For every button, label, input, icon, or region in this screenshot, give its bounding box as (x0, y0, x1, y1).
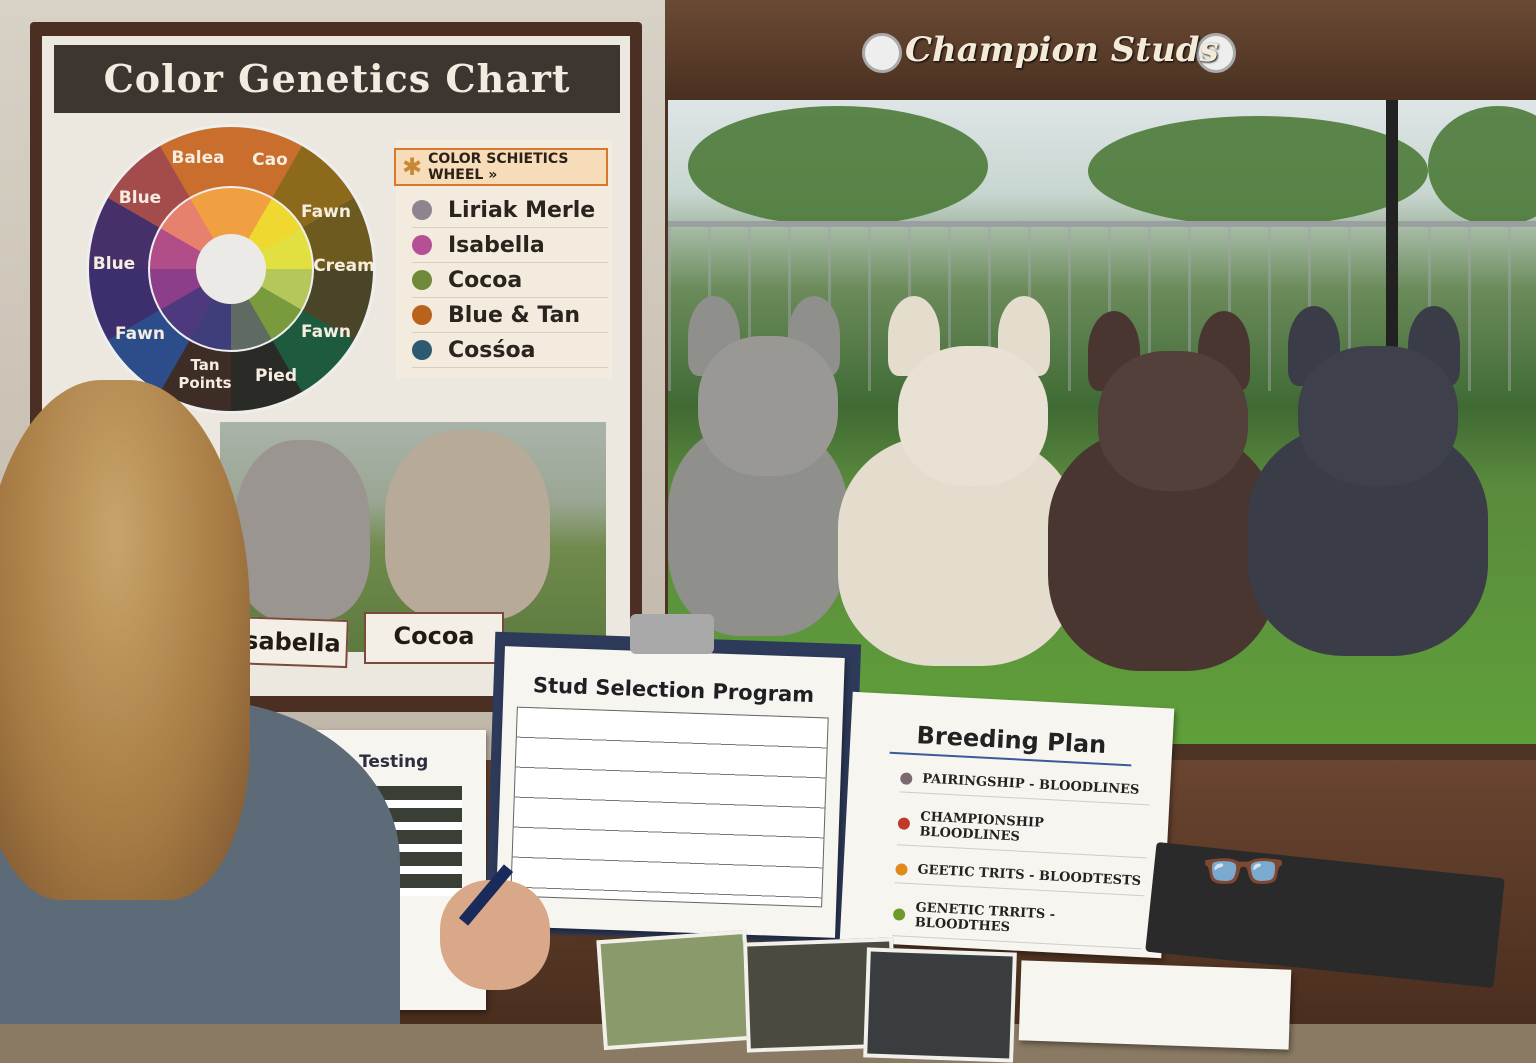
wheel-label: Pied (255, 366, 297, 386)
legend-item-label: Isabella (448, 232, 545, 258)
palm-tree (1088, 116, 1428, 226)
palm-tree (688, 106, 988, 226)
breeding-plan-item-label: GENETIC TRRITS - BLOODTHES (914, 900, 1056, 936)
breeding-plan-item-label: CHAMPIONSHIP BLOODLINES (919, 809, 1045, 845)
wheel-label: Blue (92, 254, 136, 274)
legend-item: Isabella (412, 228, 608, 263)
champion-studs-sign (665, 0, 1536, 100)
color-wheel-center (196, 234, 266, 304)
selection-table (510, 706, 829, 908)
breeding-plan-item: GEETIC TRITS - BLOODTESTS (894, 861, 1146, 897)
legend-item: Liriak Merle (412, 193, 608, 228)
legend-item-label: Liriak Merle (448, 197, 596, 223)
color-dot-icon (412, 305, 432, 325)
dog-photo-print (596, 929, 754, 1051)
palm-tree (1428, 106, 1536, 226)
color-dot-icon (412, 340, 432, 360)
seal-logo (862, 33, 902, 73)
wheel-label: Blue (118, 188, 162, 208)
wheel-label: Balea (171, 148, 225, 168)
bullet-icon (892, 908, 906, 921)
breeding-plan-title: Breeding Plan (889, 719, 1134, 767)
person-hand (440, 880, 550, 990)
breeding-plan-item-label: PAIRINGSHIP - BLOODLINES (921, 771, 1140, 798)
eyeglasses-icon: 👓 (1200, 830, 1288, 912)
breeding-plan-item: PAIRINGSHIP - BLOODLINES (899, 770, 1151, 806)
isabella-dog (235, 440, 370, 620)
dog-photo-print (863, 947, 1017, 1063)
cocoa-dog (385, 430, 550, 620)
window-post (1386, 96, 1398, 416)
cocoa-label: Cocoa (364, 612, 504, 664)
breeding-plan-sheet: Breeding Plan PAIRINGSHIP - BLOODLINES C… (839, 691, 1175, 959)
wheel-label: Cao (252, 150, 288, 170)
color-dot-icon (412, 200, 432, 220)
bullet-icon (895, 862, 908, 876)
breeding-plan-item: CHAMPIONSHIP BLOODLINES (896, 808, 1149, 859)
wheel-label: Fawn (301, 322, 351, 342)
legend-item-label: Cocoa (448, 267, 523, 293)
poster-title: Color Genetics Chart (54, 45, 620, 113)
wheel-label: Cream (313, 256, 375, 276)
person-hair (0, 380, 250, 900)
breeding-plan-item: GENETIC TRRITS - BLOODTHES (892, 899, 1144, 950)
wheel-label: Fawn (115, 324, 165, 344)
legend-item: Cosśoa (412, 333, 608, 368)
legend-header: ✱ COLOR SCHIETICS WHEEL » (394, 148, 608, 186)
color-wheel (86, 124, 376, 414)
breeding-plan-item-label: GEETIC TRITS - BLOODTESTS (917, 862, 1142, 890)
color-dot-icon (412, 235, 432, 255)
bullet-icon (900, 771, 913, 785)
star-icon: ✱ (402, 153, 423, 181)
wheel-label: Tan Points (178, 356, 232, 392)
bullet-icon (897, 817, 911, 830)
legend-item-label: Cosśoa (448, 337, 536, 363)
color-dot-icon (412, 270, 432, 290)
stud-selection-sheet: Stud Selection Program (495, 646, 845, 938)
yard-window-view (668, 96, 1536, 744)
seal-logo (1196, 33, 1236, 73)
clipboard-clip (630, 614, 714, 654)
wheel-label: Fawn (301, 202, 351, 222)
sign-title: Champion Studs (905, 30, 1219, 70)
legend-item: Cocoa (412, 263, 608, 298)
legend-item-label: Blue & Tan (448, 302, 581, 328)
legend-title: COLOR SCHIETICS WHEEL » (428, 151, 569, 183)
stud-selection-title: Stud Selection Program (532, 673, 815, 707)
notes-sheet (1018, 960, 1292, 1050)
legend-item: Blue & Tan (412, 298, 608, 333)
